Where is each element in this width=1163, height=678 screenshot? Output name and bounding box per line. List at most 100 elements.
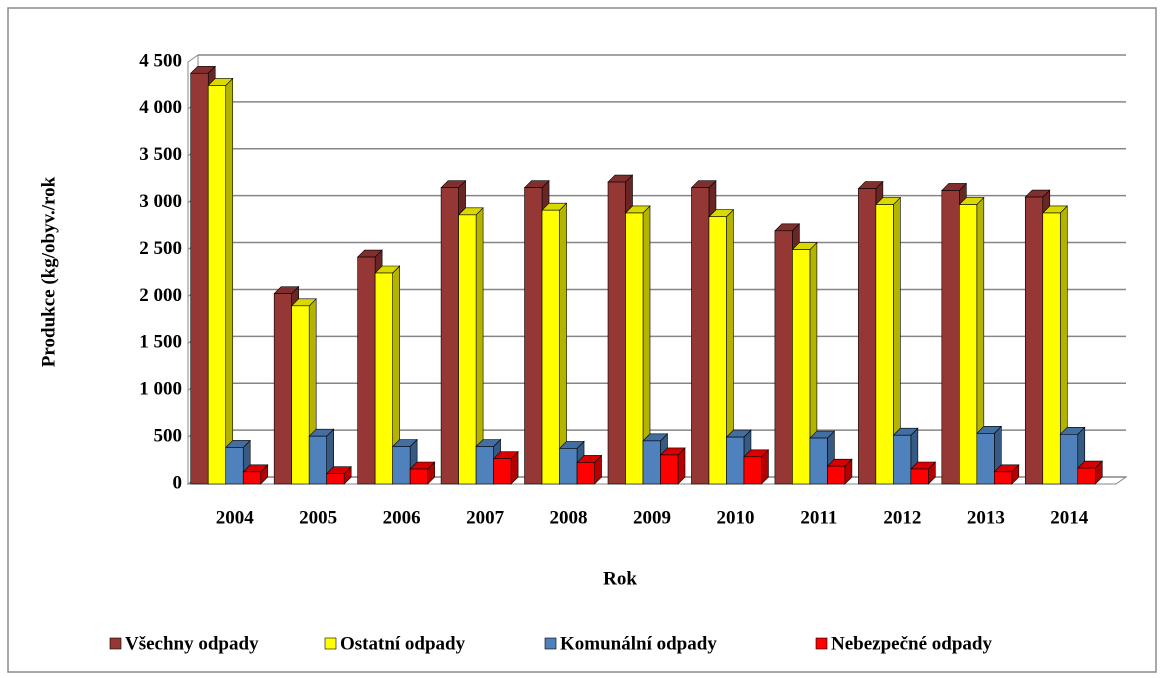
x-tick-label: 2011 <box>800 507 837 528</box>
grid-line-side <box>187 54 199 63</box>
bar <box>576 462 595 485</box>
bar-group <box>659 447 686 485</box>
bar-side <box>225 77 234 485</box>
bar-group <box>325 465 352 485</box>
bar-group <box>809 430 836 485</box>
bar-group <box>576 454 603 485</box>
bar <box>559 448 578 485</box>
bar-group <box>541 202 568 485</box>
y-tick-label: 500 <box>154 425 183 446</box>
bar-group <box>1042 205 1068 485</box>
bar <box>207 85 227 485</box>
bar-group <box>993 464 1020 485</box>
legend-swatch <box>324 637 337 650</box>
bar <box>941 190 960 485</box>
y-tick-label: 3 000 <box>139 191 182 212</box>
legend-label: Komunální odpady <box>560 633 717 654</box>
legend-swatch <box>815 637 828 650</box>
bar <box>374 272 393 485</box>
bar-group <box>743 449 770 485</box>
bar <box>726 436 745 485</box>
x-tick-label: 2008 <box>550 507 588 528</box>
bar <box>607 181 626 485</box>
bar-group <box>1077 460 1103 485</box>
bar <box>458 214 477 485</box>
y-axis-title: Produkce (kg/obyv./rok <box>38 176 59 367</box>
y-tick-label: 1 000 <box>139 379 182 400</box>
bar <box>475 446 494 485</box>
bar <box>809 437 828 485</box>
bar <box>893 434 912 485</box>
bar-group <box>892 427 919 485</box>
bar <box>875 204 894 485</box>
bar <box>1042 212 1061 485</box>
x-axis-title: Rok <box>603 568 637 589</box>
bar <box>225 447 244 485</box>
bar <box>291 305 310 485</box>
bar-group <box>308 428 335 485</box>
bar <box>959 204 978 485</box>
bar <box>827 465 846 485</box>
bar-group <box>708 209 735 485</box>
y-tick-label: 2 000 <box>139 285 182 306</box>
bar <box>858 188 877 485</box>
bar <box>743 456 762 485</box>
bar-side <box>559 202 567 485</box>
bar-group <box>374 265 401 485</box>
bar <box>1077 467 1096 485</box>
bar <box>190 72 209 485</box>
x-tick-label: 2012 <box>883 507 921 528</box>
bar <box>273 293 292 485</box>
y-tick-label: 0 <box>173 472 183 493</box>
bar-group <box>409 461 436 485</box>
bar <box>326 473 345 485</box>
y-tick-label: 3 500 <box>139 144 182 165</box>
bar <box>642 440 661 485</box>
bar <box>541 209 560 485</box>
bar-group <box>391 438 418 485</box>
legend-swatch <box>109 637 122 650</box>
bar <box>625 212 644 485</box>
bar <box>910 468 929 485</box>
bar <box>660 454 679 485</box>
bar <box>493 458 512 485</box>
y-tick-label: 1 500 <box>139 332 182 353</box>
legend-label: Nebezpečné odpady <box>831 633 992 654</box>
bar-group <box>875 196 902 485</box>
bar <box>392 446 411 485</box>
bar <box>792 249 811 485</box>
bar-group <box>910 461 937 485</box>
x-tick-label: 2014 <box>1050 507 1089 528</box>
bar-group <box>826 458 853 485</box>
y-tick-label: 4 500 <box>139 50 182 71</box>
bar <box>708 216 727 485</box>
bar-group <box>207 77 234 485</box>
bar-group <box>624 205 651 485</box>
x-tick-label: 2013 <box>967 507 1005 528</box>
legend-swatch <box>544 637 557 650</box>
legend-label: Ostatní odpady <box>340 633 466 654</box>
bar <box>308 435 327 485</box>
bar <box>1024 196 1044 485</box>
bar <box>357 256 376 485</box>
bar <box>440 187 459 485</box>
bar-group <box>492 450 519 485</box>
x-tick-label: 2010 <box>716 507 754 528</box>
bar-group <box>958 196 985 485</box>
x-tick-label: 2004 <box>216 507 255 528</box>
x-tick-label: 2005 <box>299 507 337 528</box>
bar <box>774 230 793 485</box>
legend-label: Všechny odpady <box>125 633 259 654</box>
bar <box>691 187 710 485</box>
y-tick-label: 2 500 <box>139 238 182 259</box>
bar <box>994 471 1013 485</box>
bar <box>976 433 995 485</box>
x-tick-label: 2007 <box>466 507 505 528</box>
bar <box>409 468 428 485</box>
y-tick-label: 4 000 <box>139 97 182 118</box>
bar <box>1059 433 1079 485</box>
x-tick-label: 2009 <box>633 507 671 528</box>
x-tick-label: 2006 <box>383 507 421 528</box>
bar-group <box>457 207 484 485</box>
